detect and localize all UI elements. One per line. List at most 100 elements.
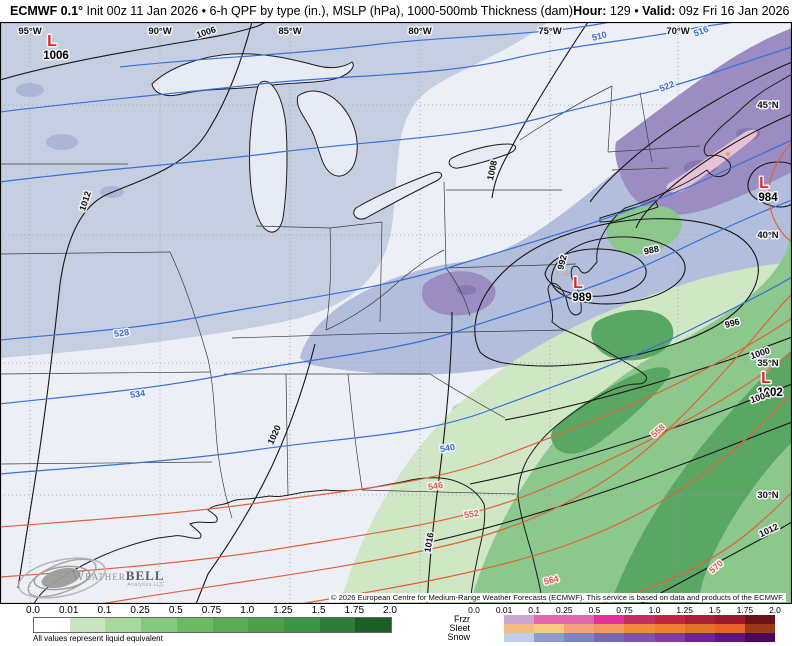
qpf-color-cell — [355, 618, 392, 632]
isobar-1008-south — [429, 421, 792, 543]
latlon-grid — [0, 22, 792, 604]
ptype-color-cell — [564, 624, 595, 633]
legend-bar: 0.0 0.01 0.1 0.25 0.5 0.75 1.0 1.25 1.5 1.75 2.0 A… — [0, 604, 792, 646]
longitude-label: 75°W — [538, 26, 561, 37]
valid-value: 09z Fri 16 Jan 2026 — [675, 4, 790, 18]
atlantic-coastline — [517, 73, 792, 604]
qpf-tick-label: 1.25 — [273, 605, 293, 616]
logo-subtext: Analytics LLC — [127, 582, 165, 588]
thickness-546 — [0, 317, 792, 528]
qpf-scale-ticks: 0.0 0.01 0.1 0.25 0.5 0.75 1.0 1.25 1.5 1.75 2.0 — [26, 605, 397, 616]
ptype-color-cell — [654, 615, 685, 624]
ptype-color-cell — [684, 624, 715, 633]
qpf-color-cell — [283, 618, 320, 632]
low-pressure-value: 984 — [758, 192, 778, 204]
ptype-color-cell — [594, 633, 625, 642]
low-pressure-value: 1002 — [757, 387, 783, 399]
ptype-color-row — [474, 624, 775, 633]
title-bar: ECMWF 0.1° Init 00z 11 Jan 2026 • 6-h QP… — [0, 0, 792, 22]
qpf-scale-note: All values represent liquid equivalent — [33, 634, 163, 643]
ptype-row-label: Snow — [447, 632, 470, 642]
thickness-coastal-wiggle — [768, 141, 792, 243]
thickness-540 — [0, 276, 792, 475]
qpf-tick-label: 0.01 — [58, 605, 79, 616]
rain-shading — [340, 152, 792, 604]
isobar-1020 — [195, 343, 316, 604]
ptype-color-cell — [654, 624, 685, 633]
model-run-description: Init 00z 11 Jan 2026 • 6-h QPF by type (… — [83, 4, 574, 18]
thickness-570 — [599, 491, 792, 604]
ptype-color-cell — [504, 615, 535, 624]
thickness-warm-contours — [0, 141, 792, 604]
qpf-tick-label: 0.25 — [130, 605, 150, 616]
thickness-516 — [0, 22, 736, 113]
thickness-558 — [99, 293, 792, 604]
low-pressure-value: 989 — [572, 292, 591, 304]
ptype-color-cell — [564, 615, 595, 624]
ptype-color-cell — [714, 615, 745, 624]
isobar-1004-north — [589, 61, 792, 203]
lakes — [151, 53, 516, 233]
ptype-color-cell — [714, 633, 745, 642]
ptype-color-cell — [564, 633, 595, 642]
low-pressure-marker: L — [761, 370, 771, 387]
qpf-tick-label: 1.5 — [311, 605, 326, 616]
latitude-label: 40°N — [757, 230, 778, 241]
ptype-tick-label: 0.25 — [556, 605, 573, 615]
ptype-tick-label: 0.75 — [616, 605, 633, 615]
snow-deep-spot — [456, 285, 476, 295]
hour-value: 129 — [606, 4, 631, 18]
ptype-tick-label: 0.5 — [588, 605, 601, 615]
ptype-color-cell — [594, 624, 625, 633]
ptype-color-cell — [504, 633, 535, 642]
rain-heavy-coast-band — [551, 367, 671, 454]
ptype-color-cell — [534, 624, 565, 633]
thickness-510 — [119, 22, 611, 68]
latitude-label: 35°N — [757, 358, 778, 369]
qpf-color-cell — [34, 618, 70, 632]
ptype-color-cell — [684, 615, 715, 624]
isobar-1016 — [426, 311, 453, 604]
isobar-988 — [544, 248, 647, 297]
ptype-row-label: Sleet — [449, 623, 470, 633]
ptype-color-cell — [624, 624, 655, 633]
copyright-notice: © 2026 European Centre for Medium-Range … — [328, 593, 786, 602]
gulf-coastline — [33, 477, 486, 604]
latitude-label: 45°N — [757, 100, 778, 111]
qpf-tick-label: 0.1 — [97, 605, 112, 616]
ptype-color-cell — [534, 633, 565, 642]
thickness-522 — [0, 46, 792, 183]
thickness-528 — [0, 139, 792, 341]
latitude-label: 30°N — [757, 490, 778, 501]
qpf-tick-label: 2.0 — [383, 605, 397, 616]
ptype-color-cell — [744, 615, 775, 624]
rain-heavy-band — [610, 350, 792, 604]
ptype-color-row — [474, 615, 775, 624]
ptype-tick-label: 1.25 — [676, 605, 693, 615]
low-pressure-value: 1006 — [43, 50, 69, 62]
isobar-996 — [474, 218, 759, 367]
thickness-label-warm: 552 — [463, 508, 480, 520]
ptype-row-label: Frzr — [454, 614, 470, 624]
lake-huron — [296, 90, 358, 177]
qpf-tick-label: 0.75 — [201, 605, 222, 616]
qpf-color-cell — [319, 618, 356, 632]
qpf-color-cell — [69, 618, 106, 632]
isobar-label: 988 — [643, 244, 660, 257]
qpf-color-cell — [141, 618, 177, 632]
ptype-color-cell — [534, 615, 565, 624]
valid-label: Valid: — [642, 4, 676, 18]
thickness-label-cold: 540 — [439, 442, 456, 454]
thickness-label-cold: 534 — [129, 388, 145, 400]
ptype-scale-ticks: 0.0 0.01 0.1 0.25 0.5 0.75 1.0 1.25 1.5 1.75 2.0 — [468, 605, 781, 615]
ptype-color-cell — [504, 624, 535, 633]
ptype-tick-label: 1.75 — [736, 605, 754, 615]
low-pressure-marker: L — [47, 33, 57, 50]
qpf-color-cell — [248, 618, 284, 632]
ptype-legend: 0.0 0.01 0.1 0.25 0.5 0.75 1.0 1.25 1.5 1.75 2.0 F… — [0, 604, 792, 646]
thickness-label-warm: 546 — [427, 480, 444, 492]
longitude-label: 95°W — [18, 26, 41, 37]
thickness-534 — [0, 199, 792, 405]
longitude-label: 85°W — [278, 26, 301, 37]
